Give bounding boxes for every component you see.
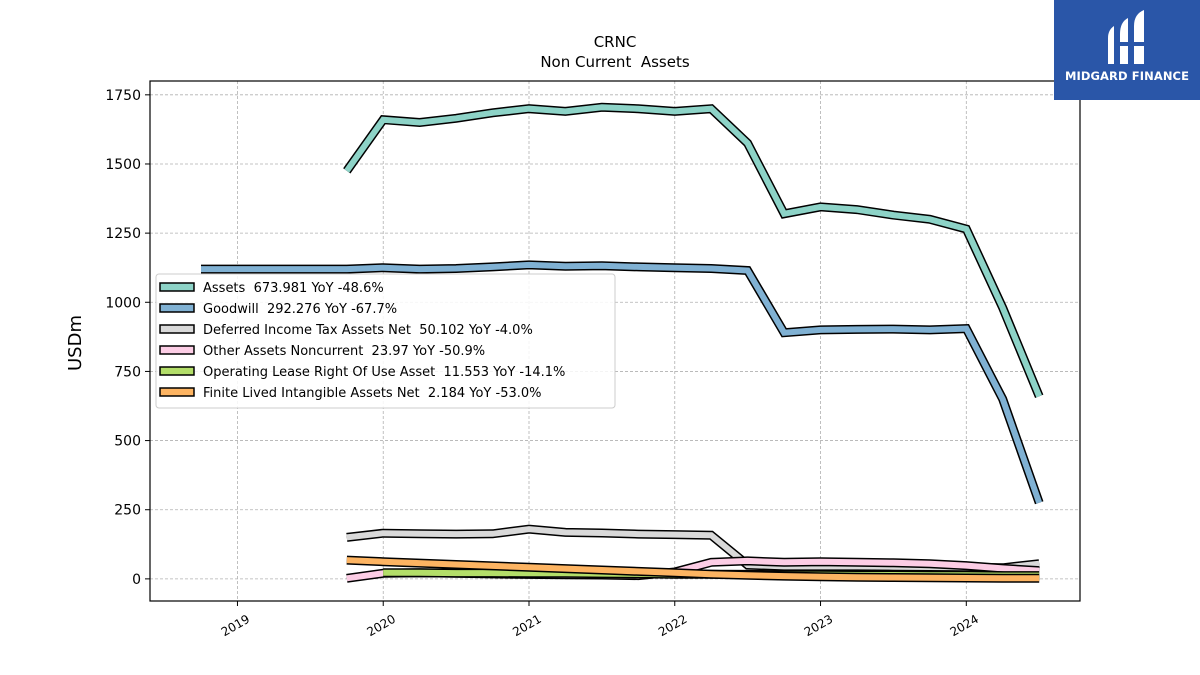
brand-logo: MIDGARD FINANCE [1054,0,1200,100]
legend-swatch [159,303,195,313]
legend-entry-label: Operating Lease Right Of Use Asset 11.55… [203,365,565,380]
y-tick-label: 1500 [105,157,141,173]
chart-subtitle: Non Current Assets [540,53,690,71]
series-line [201,261,1043,504]
x-tick-label: 2022 [656,612,689,639]
legend-entry-label: Goodwill 292.276 YoY -67.7% [203,302,397,317]
series-line [346,557,1040,582]
series-lines [201,102,1044,583]
legend-entry-label: Finite Lived Intangible Assets Net 2.184… [203,386,542,401]
legend-swatch [159,282,195,292]
legend: Assets 673.981 YoY -48.6% Goodwill 292.27… [155,273,616,409]
y-tick-label: 250 [114,503,141,519]
legend-swatch [159,324,195,334]
midgard-logo-icon [1108,10,1144,64]
y-tick-label: 500 [114,434,141,450]
legend-entry-label: Assets 673.981 YoY -48.6% [203,281,384,296]
legend-box [155,273,616,409]
x-tick-label: 2019 [219,612,252,639]
y-tick-label: 0 [132,572,141,588]
legend-swatch [159,345,195,355]
legend-entry-label: Deferred Income Tax Assets Net 50.102 Yo… [203,323,533,338]
y-tick-label: 1250 [105,226,141,242]
y-tick-label: 750 [114,364,141,380]
chart-title: CRNC [594,33,637,51]
y-tick-label: 1750 [105,88,141,104]
x-tick-label: 2021 [510,612,543,639]
y-tick-label: 1000 [105,295,141,311]
legend-swatch [159,366,195,376]
x-tick-label: 2020 [365,612,398,639]
legend-entry-label: Other Assets Noncurrent 23.97 YoY -50.9% [203,344,485,359]
x-tick-label: 2024 [948,612,981,639]
brand-name: MIDGARD FINANCE [1064,69,1190,83]
plot-frame [149,80,1081,602]
series-line [344,104,1042,398]
y-axis-label: USDm [65,315,86,371]
x-tick-label: 2023 [802,612,835,639]
legend-swatch [159,387,195,397]
